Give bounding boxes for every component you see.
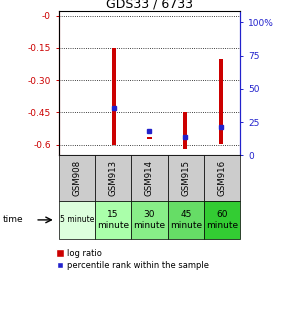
Text: GSM916: GSM916 <box>218 160 226 196</box>
Text: GSM914: GSM914 <box>145 160 154 196</box>
Legend: log ratio, percentile rank within the sample: log ratio, percentile rank within the sa… <box>57 250 209 270</box>
Text: GSM913: GSM913 <box>109 160 117 196</box>
Text: GSM915: GSM915 <box>181 160 190 196</box>
Bar <box>204 201 240 239</box>
Bar <box>219 59 223 144</box>
Bar <box>131 155 168 201</box>
Bar <box>131 201 168 239</box>
Bar <box>95 201 131 239</box>
Bar <box>147 137 151 139</box>
Bar <box>204 155 240 201</box>
Bar <box>183 112 187 149</box>
Title: GDS33 / 6733: GDS33 / 6733 <box>106 0 193 10</box>
Bar <box>59 155 95 201</box>
Bar <box>95 155 131 201</box>
Bar <box>168 155 204 201</box>
Text: 5 minute: 5 minute <box>59 215 94 224</box>
Bar <box>112 48 116 145</box>
Text: GSM908: GSM908 <box>72 160 81 196</box>
Text: 60
minute: 60 minute <box>206 210 238 230</box>
Text: 30
minute: 30 minute <box>133 210 166 230</box>
Text: 45
minute: 45 minute <box>170 210 202 230</box>
Bar <box>168 201 204 239</box>
Bar <box>59 201 95 239</box>
Text: 15
minute: 15 minute <box>97 210 129 230</box>
Text: time: time <box>3 215 23 224</box>
